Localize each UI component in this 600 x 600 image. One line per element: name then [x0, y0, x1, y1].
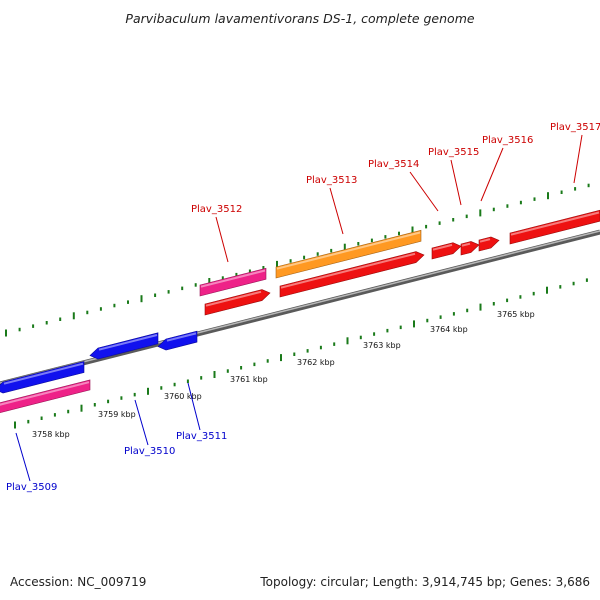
gene-labels: Plav_3512Plav_3513Plav_3514Plav_3515Plav…	[6, 122, 600, 493]
scale-label: 3758 kbp	[32, 430, 70, 439]
scale-label: 3763 kbp	[363, 341, 401, 350]
gene-label-reverse[interactable]: Plav_3510	[124, 446, 175, 457]
feature-plav-3512-highlight	[205, 290, 262, 307]
scale-labels: 3758 kbp 3759 kbp 3760 kbp 3761 kbp 3762 kbp…	[32, 310, 535, 439]
leader-line	[187, 382, 201, 431]
feature-plav-3517-highlight	[510, 211, 600, 236]
feature-plav-3511-highlight	[166, 332, 197, 342]
feature-plav-3510-highlight	[98, 334, 158, 351]
scale-label: 3759 kbp	[98, 410, 136, 419]
feature-plav-3512-shape	[204, 289, 271, 316]
scale-label: 3761 kbp	[230, 375, 268, 384]
feature-magenta-lower[interactable]	[0, 379, 91, 414]
feature-plav-3514-highlight	[432, 243, 453, 251]
feature-plav-3513-shape	[279, 251, 425, 298]
feature-track	[0, 209, 600, 414]
leader-line	[215, 216, 229, 263]
scale-label: 3762 kbp	[297, 358, 335, 367]
feature-plav-3512[interactable]	[204, 289, 271, 316]
feature-plav-3510[interactable]	[89, 332, 159, 360]
feature-plav-3516-highlight	[479, 238, 491, 243]
leader-line	[573, 134, 583, 184]
inner-tick-row	[14, 278, 588, 429]
feature-magenta-lower-highlight	[0, 381, 90, 406]
feature-plav-3516[interactable]	[478, 236, 500, 252]
gene-label-reverse[interactable]: Plav_3511	[176, 431, 227, 442]
feature-orange-upper[interactable]	[275, 229, 422, 279]
leader-line	[480, 147, 504, 202]
leader-line	[15, 432, 31, 482]
feature-plav-3517[interactable]	[509, 209, 600, 245]
gene-label-forward[interactable]: Plav_3514	[368, 159, 419, 170]
outer-tick-row	[5, 183, 590, 337]
leader-line	[134, 399, 149, 446]
feature-plav-3514-shape	[431, 242, 462, 260]
scale-label: 3765 kbp	[497, 310, 535, 319]
feature-plav-3514[interactable]	[431, 242, 462, 260]
feature-plav-3515-highlight	[461, 242, 471, 247]
leader-line	[450, 159, 462, 206]
gene-label-reverse[interactable]: Plav_3509	[6, 482, 57, 493]
feature-magenta-upper[interactable]	[199, 267, 267, 297]
gene-label-forward[interactable]: Plav_3512	[191, 204, 242, 215]
genome-summary-text: Topology: circular; Length: 3,914,745 bp…	[259, 575, 590, 589]
feature-plav-3509-highlight	[3, 362, 84, 385]
scale-label: 3764 kbp	[430, 325, 468, 334]
gene-label-forward[interactable]: Plav_3516	[482, 135, 533, 146]
feature-plav-3513[interactable]	[279, 251, 425, 298]
leader-line	[329, 187, 344, 235]
feature-plav-3511[interactable]	[157, 330, 198, 351]
feature-plav-3515[interactable]	[460, 241, 480, 256]
feature-plav-3515-shape	[460, 241, 480, 256]
map-title: Parvibaculum lavamentivorans DS-1, compl…	[125, 11, 474, 26]
feature-plav-3509[interactable]	[0, 361, 85, 394]
feature-orange-upper-highlight	[276, 231, 421, 270]
gene-label-forward[interactable]: Plav_3513	[306, 175, 357, 186]
feature-magenta-upper-highlight	[200, 269, 266, 288]
gene-label-forward[interactable]: Plav_3517	[550, 122, 600, 133]
scale-label: 3760 kbp	[164, 392, 202, 401]
accession-text: Accession: NC_009719	[10, 575, 146, 589]
gene-label-forward[interactable]: Plav_3515	[428, 147, 479, 158]
leader-line	[409, 171, 439, 212]
feature-plav-3513-highlight	[280, 252, 416, 289]
